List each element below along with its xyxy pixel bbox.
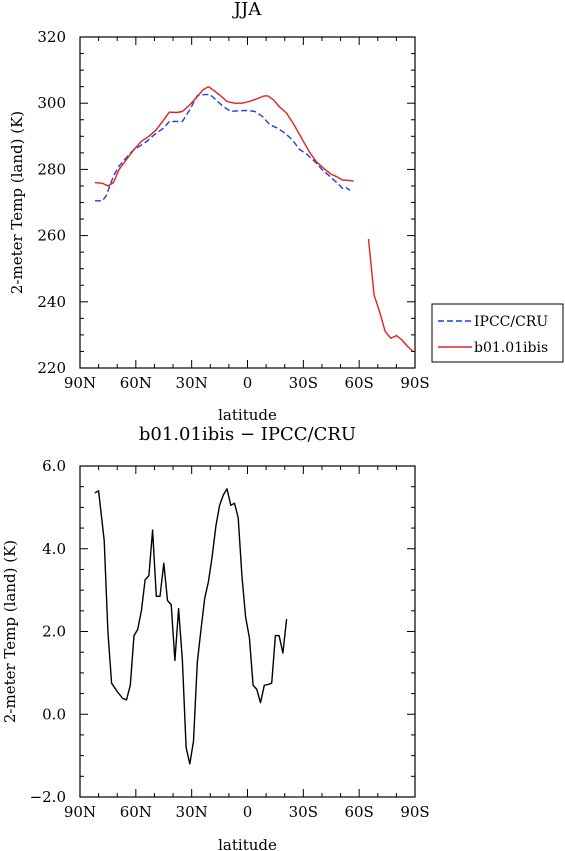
y-tick-label: 220 — [37, 359, 66, 377]
x-tick-label: 0 — [243, 374, 253, 392]
legend-box — [431, 303, 564, 363]
y-tick-label: 260 — [37, 227, 66, 245]
x-axis-label: latitude — [218, 836, 277, 851]
legend-label: IPCC/CRU — [474, 314, 548, 330]
chart-title: JJA — [232, 0, 262, 20]
y-tick-label: 2.0 — [42, 623, 66, 641]
x-tick-label: 60S — [344, 803, 373, 821]
series-line-ipcc-cru-seg-1 — [94, 93, 351, 202]
y-tick-label: 300 — [37, 94, 66, 112]
series-line-b01-01ibis-seg-2 — [367, 238, 414, 352]
series-line-b01-01ibis-seg-1 — [94, 86, 354, 187]
plot-frame — [79, 465, 416, 798]
x-tick-label: 0 — [243, 803, 253, 821]
series-line-difference-seg-1 — [94, 488, 288, 765]
x-tick-label: 30N — [176, 803, 208, 821]
x-tick-label: 90N — [64, 374, 96, 392]
legend: IPCC/CRU b01.01ibis — [431, 303, 564, 363]
chart-panel-2: 90N 60N 30N 0 30S 60S 90S −2.0 0.0 2.0 4.0 6.0 b01.0… — [1, 424, 430, 851]
legend-label: b01.01ibis — [474, 340, 548, 356]
y-tick-label: 240 — [37, 293, 66, 311]
chart-title: b01.01ibis − IPCC/CRU — [139, 424, 356, 445]
y-tick-label: 6.0 — [42, 457, 66, 475]
x-tick-label: 60N — [120, 374, 152, 392]
y-tick-label: 320 — [37, 28, 66, 46]
x-tick-label: 90S — [400, 374, 429, 392]
x-tick-label: 60N — [120, 803, 152, 821]
y-axis-label: 2-meter Temp (land) (K) — [1, 540, 19, 723]
y-tick-label: 280 — [37, 160, 66, 178]
y-tick-label: −2.0 — [30, 788, 66, 806]
x-tick-label: 90S — [400, 803, 429, 821]
plot-frame — [79, 36, 416, 369]
y-tick-label: 4.0 — [42, 540, 66, 558]
x-axis-label: latitude — [218, 406, 277, 424]
y-tick-label: 0.0 — [42, 705, 66, 723]
y-axis-label: 2-meter Temp (land) (K) — [8, 111, 26, 294]
chart-panel-1: 90N 60N 30N 0 30S 60S 90S 220 240 260 280 300 320 JJA… — [8, 0, 564, 424]
x-tick-label: 30N — [176, 374, 208, 392]
x-tick-label: 60S — [344, 374, 373, 392]
x-tick-label: 30S — [289, 803, 318, 821]
x-tick-label: 30S — [289, 374, 318, 392]
x-tick-label: 90N — [64, 803, 96, 821]
